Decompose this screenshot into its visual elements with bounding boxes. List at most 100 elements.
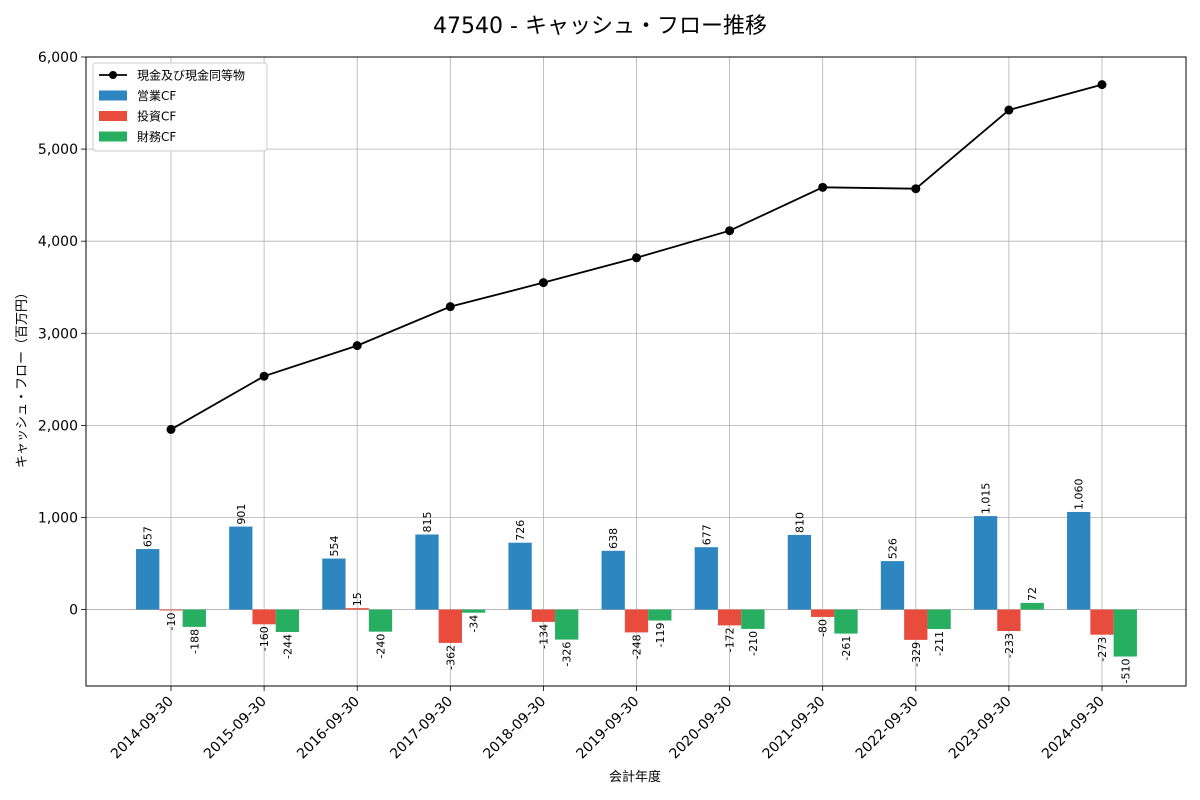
bar-value-label: 638: [607, 528, 620, 549]
plot-frame: [85, 56, 1187, 687]
bar-投資CF: [811, 609, 835, 617]
bar-value-label: 901: [235, 504, 248, 525]
bar-value-label: -261: [840, 636, 853, 661]
cash-line-point: [259, 371, 269, 381]
bar-財務CF: [834, 609, 858, 634]
bar-財務CF: [182, 609, 206, 627]
x-tick-label: 2016-09-30: [294, 694, 363, 763]
bar-value-label: -248: [631, 634, 644, 659]
legend-label: 営業CF: [137, 89, 176, 103]
bar-営業CF: [601, 550, 625, 610]
x-tick-label: 2019-09-30: [573, 694, 642, 763]
x-tick-label: 2022-09-30: [853, 694, 922, 763]
bar-営業CF: [322, 558, 346, 610]
cash-line-point: [911, 184, 921, 194]
bar-財務CF: [368, 609, 393, 632]
bar-value-label: 726: [514, 520, 527, 541]
legend-bar-swatch: [99, 90, 127, 101]
x-tick-label: 2021-09-30: [760, 694, 829, 763]
bar-value-label: -362: [444, 645, 457, 670]
bar-value-label: 657: [142, 526, 155, 547]
bar-value-label: -34: [468, 615, 481, 633]
x-tick-label: 2020-09-30: [667, 694, 736, 763]
bar-投資CF: [531, 609, 556, 622]
bar-営業CF: [229, 526, 253, 610]
bar-財務CF: [1020, 602, 1044, 610]
bar-value-label: -134: [537, 624, 550, 649]
cash-line: [166, 80, 1107, 434]
bar-value-label: 677: [700, 524, 713, 545]
cash-line-point: [632, 253, 641, 263]
y-tick-label: 6,000: [38, 50, 78, 66]
bar-value-label: 72: [1026, 587, 1039, 601]
x-tick-label: 2015-09-30: [201, 694, 270, 763]
bar-投資CF: [438, 609, 462, 643]
legend-box: [92, 62, 268, 152]
bar-value-label: -210: [747, 631, 760, 656]
bar-value-label: 815: [421, 512, 434, 533]
legend-bar-swatch: [99, 131, 127, 142]
bar-value-label: 15: [351, 592, 364, 606]
bar-value-label: -510: [1119, 659, 1132, 684]
legend-label: 投資CF: [137, 109, 176, 124]
bar-営業CF: [694, 547, 718, 610]
cash-line-point: [1004, 105, 1014, 115]
x-axis-label: 会計年度: [609, 769, 661, 785]
bar-value-label: 810: [793, 512, 806, 533]
bar-投資CF: [159, 609, 183, 611]
cash-line-point: [818, 182, 828, 192]
x-tick-label: 2014-09-30: [108, 694, 177, 763]
bar-営業CF: [415, 534, 439, 610]
y-tick-label: 4,000: [38, 234, 78, 250]
bar-value-label: -326: [561, 642, 574, 667]
cash-line-point: [725, 226, 735, 236]
y-tick-label: 5,000: [38, 142, 78, 158]
legend-label: 現金及び現金同等物: [137, 68, 245, 83]
bar-営業CF: [880, 561, 905, 610]
y-tick-label: 0: [69, 603, 78, 619]
bar-value-label: 1,060: [1073, 478, 1086, 510]
bar-value-label: -211: [933, 631, 946, 656]
bar-営業CF: [1067, 511, 1091, 610]
bar-value-label: -273: [1096, 637, 1109, 662]
y-tick-label: 2,000: [38, 418, 78, 434]
bar-営業CF: [973, 516, 998, 610]
bar-財務CF: [275, 609, 300, 633]
bar-投資CF: [624, 609, 649, 633]
bar-投資CF: [1090, 609, 1114, 635]
bar-財務CF: [1113, 609, 1137, 657]
cash-line-point: [1097, 80, 1107, 90]
y-tick-label: 1,000: [38, 510, 78, 526]
bar-投資CF: [345, 608, 369, 610]
bar-財務CF: [461, 609, 486, 613]
bar-value-label: -233: [1003, 633, 1016, 658]
bar-財務CF: [741, 609, 765, 629]
cash-line-point: [352, 341, 362, 351]
bar-value-label: -244: [281, 634, 294, 659]
x-tick-label: 2017-09-30: [387, 694, 456, 763]
legend-marker: [109, 71, 117, 79]
cash-line-point: [445, 302, 455, 312]
bar-value-label: 554: [328, 536, 341, 557]
legend-bar-swatch: [99, 111, 127, 121]
bar-投資CF: [252, 609, 276, 625]
bar-value-label: -188: [188, 629, 201, 654]
legend-label: 財務CF: [137, 129, 176, 144]
x-tick-label: 2023-09-30: [946, 694, 1015, 763]
bar-営業CF: [787, 534, 812, 610]
cash-line-point: [538, 278, 548, 288]
bar-value-label: -80: [817, 619, 830, 637]
bar-投資CF: [997, 609, 1021, 632]
x-tick-label: 2024-09-30: [1039, 694, 1108, 763]
bar-value-label: 526: [887, 538, 900, 559]
bar-投資CF: [717, 609, 742, 626]
bar-value-label: 1,015: [980, 483, 993, 515]
bar-投資CF: [904, 609, 928, 640]
bar-value-label: -329: [910, 642, 923, 667]
x-tick-label: 2018-09-30: [480, 694, 549, 763]
bar-財務CF: [648, 609, 672, 621]
bar-value-label: -119: [654, 623, 667, 648]
y-axis-label: キャッシュ・フロー（百万円）: [15, 286, 30, 468]
bar-財務CF: [555, 609, 579, 640]
